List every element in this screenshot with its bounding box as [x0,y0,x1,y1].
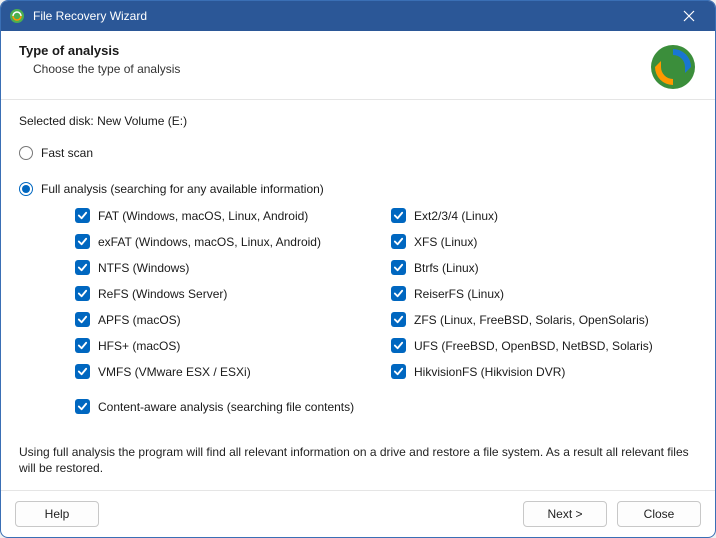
filesystem-checkbox[interactable]: UFS (FreeBSD, OpenBSD, NetBSD, Solaris) [391,338,697,353]
checkbox-icon [75,208,90,223]
page-subtitle: Choose the type of analysis [19,62,649,76]
checkbox-icon [391,286,406,301]
close-icon [683,10,695,22]
wizard-logo-icon [649,43,697,91]
filesystem-label: APFS (macOS) [98,313,181,327]
wizard-header: Type of analysis Choose the type of anal… [1,31,715,100]
filesystem-checkbox[interactable]: HFS+ (macOS) [75,338,381,353]
filesystem-checkbox[interactable]: HikvisionFS (Hikvision DVR) [391,364,697,379]
filesystem-checkbox[interactable]: ReiserFS (Linux) [391,286,697,301]
filesystem-label: VMFS (VMware ESX / ESXi) [98,365,251,379]
close-footer-button[interactable]: Close [617,501,701,527]
filesystem-label: Ext2/3/4 (Linux) [414,209,498,223]
content-aware-checkbox[interactable]: Content-aware analysis (searching file c… [75,399,697,414]
checkbox-icon [75,260,90,275]
checkbox-icon [391,364,406,379]
checkbox-icon [391,208,406,223]
filesystem-label: Btrfs (Linux) [414,261,479,275]
filesystem-checkbox[interactable]: APFS (macOS) [75,312,381,327]
filesystem-label: XFS (Linux) [414,235,477,249]
filesystem-checkbox[interactable]: XFS (Linux) [391,234,697,249]
selected-disk-label: Selected disk: [19,114,94,128]
filesystem-checkbox[interactable]: ReFS (Windows Server) [75,286,381,301]
titlebar: File Recovery Wizard [1,1,715,31]
checkbox-icon [75,399,90,414]
full-analysis-label: Full analysis (searching for any availab… [41,182,324,196]
filesystem-checkbox[interactable]: Btrfs (Linux) [391,260,697,275]
filesystem-label: exFAT (Windows, macOS, Linux, Android) [98,235,321,249]
filesystem-label: UFS (FreeBSD, OpenBSD, NetBSD, Solaris) [414,339,653,353]
filesystem-label: ReiserFS (Linux) [414,287,504,301]
radio-icon [19,146,33,160]
filesystem-label: HFS+ (macOS) [98,339,180,353]
wizard-window: File Recovery Wizard Type of analysis Ch… [0,0,716,538]
analysis-description: Using full analysis the program will fin… [19,444,697,486]
checkbox-icon [391,312,406,327]
content-aware-label: Content-aware analysis (searching file c… [98,400,354,414]
filesystem-label: NTFS (Windows) [98,261,189,275]
checkbox-icon [391,260,406,275]
filesystem-label: FAT (Windows, macOS, Linux, Android) [98,209,308,223]
page-title: Type of analysis [19,43,649,58]
help-button[interactable]: Help [15,501,99,527]
selected-disk: Selected disk: New Volume (E:) [19,114,697,128]
filesystem-checkbox[interactable]: NTFS (Windows) [75,260,381,275]
filesystem-checkbox[interactable]: FAT (Windows, macOS, Linux, Android) [75,208,381,223]
window-title: File Recovery Wizard [33,9,669,23]
filesystem-checkbox[interactable]: Ext2/3/4 (Linux) [391,208,697,223]
filesystem-checkbox[interactable]: exFAT (Windows, macOS, Linux, Android) [75,234,381,249]
full-analysis-radio[interactable]: Full analysis (searching for any availab… [19,182,697,196]
checkbox-icon [75,312,90,327]
filesystem-label: ZFS (Linux, FreeBSD, Solaris, OpenSolari… [414,313,649,327]
filesystem-checkbox[interactable]: VMFS (VMware ESX / ESXi) [75,364,381,379]
checkbox-icon [391,338,406,353]
fast-scan-label: Fast scan [41,146,93,160]
wizard-content: Selected disk: New Volume (E:) Fast scan… [1,100,715,490]
next-button[interactable]: Next > [523,501,607,527]
checkbox-icon [75,234,90,249]
checkbox-icon [75,338,90,353]
close-button[interactable] [669,2,709,30]
checkbox-icon [75,286,90,301]
checkbox-icon [75,364,90,379]
filesystem-checkbox[interactable]: ZFS (Linux, FreeBSD, Solaris, OpenSolari… [391,312,697,327]
wizard-footer: Help Next > Close [1,490,715,537]
radio-icon [19,182,33,196]
selected-disk-value: New Volume (E:) [97,114,187,128]
filesystem-label: ReFS (Windows Server) [98,287,227,301]
checkbox-icon [391,234,406,249]
filesystem-label: HikvisionFS (Hikvision DVR) [414,365,565,379]
filesystem-grid: FAT (Windows, macOS, Linux, Android) Ext2… [19,208,697,379]
app-icon [9,8,25,24]
content-aware-row: Content-aware analysis (searching file c… [19,399,697,414]
fast-scan-radio[interactable]: Fast scan [19,146,697,160]
